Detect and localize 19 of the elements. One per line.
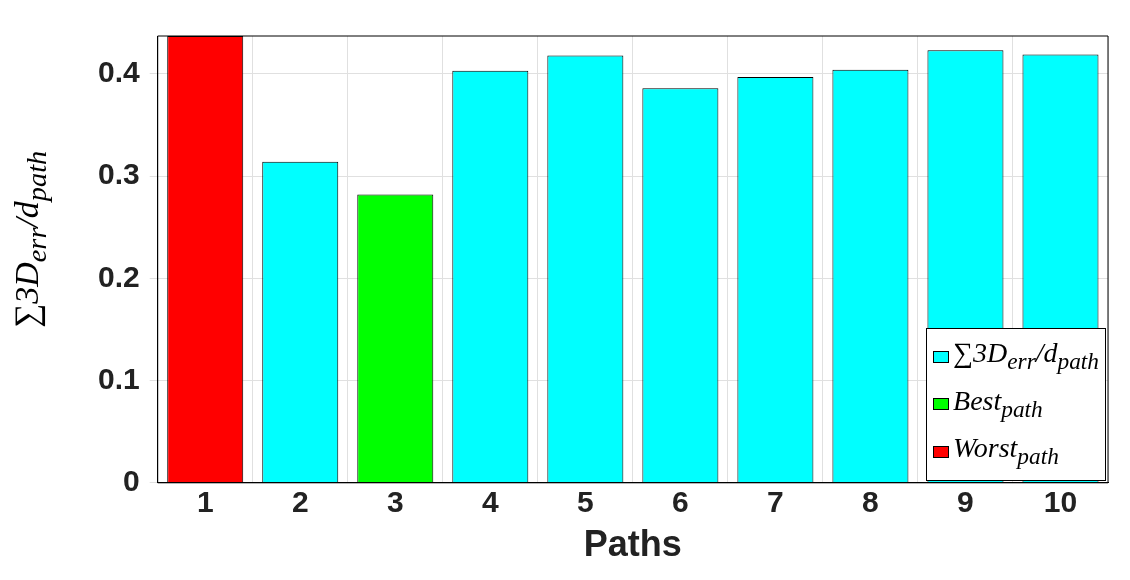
x-tick-label: 10 <box>1043 485 1078 519</box>
x-tick-label: 7 <box>767 485 784 519</box>
y-tick-label: 0.1 <box>97 361 140 395</box>
x-tick-label: 6 <box>672 485 689 519</box>
x-tick-label: 8 <box>862 485 879 519</box>
x-axis-title: Paths <box>583 523 682 565</box>
x-tick-label: 1 <box>196 485 214 519</box>
legend-label: Best$_{path}$ <box>953 383 1043 424</box>
y-tick-label: 0.4 <box>97 55 140 89</box>
series-label: ∑3D$_{err}$/d$_{path}$ <box>953 336 1099 376</box>
y-tick-label: 0 <box>123 464 140 498</box>
x-tick-label: 2 <box>291 485 309 519</box>
y-tick-label: 0.2 <box>97 259 140 293</box>
x-tick-label: 5 <box>576 485 594 519</box>
x-tick-label: 3 <box>386 485 404 519</box>
y-tick-label: 0.3 <box>97 157 140 191</box>
x-tick-label: 9 <box>957 485 974 519</box>
legend-label: Worst$_{path}$ <box>953 431 1059 471</box>
x-tick-label: 4 <box>481 485 499 519</box>
